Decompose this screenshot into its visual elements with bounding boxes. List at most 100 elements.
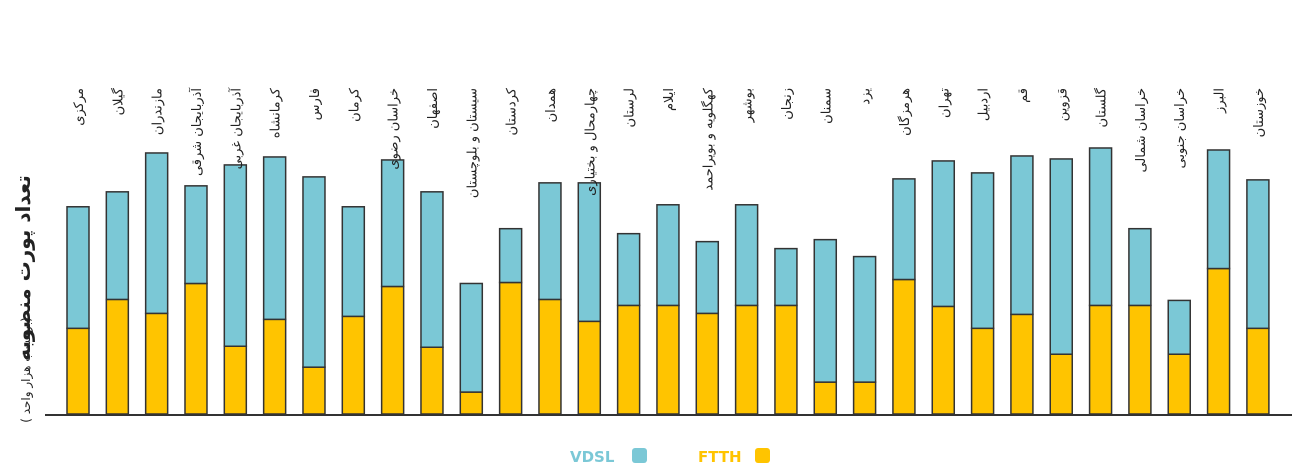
bar-ftth <box>380 285 405 415</box>
bar-vdsl <box>1088 147 1113 307</box>
bar-vdsl <box>144 152 169 315</box>
category-label: گیلان <box>110 87 126 115</box>
category-label: مرکزی <box>72 88 87 126</box>
bar-vdsl <box>616 232 641 307</box>
legend-label: FTTH <box>698 448 742 464</box>
bar-vdsl <box>341 206 366 318</box>
bar-vdsl <box>1206 149 1231 270</box>
y-axis-unit-label: ( برحسب هزار واحد) <box>19 317 34 423</box>
bar-vdsl <box>1128 227 1152 307</box>
bar-ftth <box>223 345 248 415</box>
bar-vdsl <box>970 172 995 330</box>
bar-ftth <box>852 381 877 415</box>
bar-ftth <box>144 312 169 415</box>
bar-ftth <box>66 327 90 415</box>
bars-layer <box>66 147 1270 415</box>
category-label: لرستان <box>623 88 638 127</box>
category-label: کرمان <box>347 87 362 122</box>
category-label: البرز <box>1213 88 1228 114</box>
bar-ftth <box>1010 313 1034 415</box>
bar-ftth <box>1088 304 1113 415</box>
bar-vdsl <box>813 238 838 383</box>
bar-ftth <box>774 304 798 415</box>
bar-vdsl <box>656 204 680 307</box>
bar-vdsl <box>302 176 326 368</box>
bar-vdsl <box>459 282 484 393</box>
category-label: همدان <box>544 88 559 122</box>
bar-ftth <box>105 298 130 415</box>
bar-ftth <box>931 305 956 415</box>
bar-ftth <box>813 381 838 415</box>
category-label: بوشهر <box>741 88 756 123</box>
bar-ftth <box>616 304 641 415</box>
bar-vdsl <box>66 206 90 330</box>
bar-ftth <box>184 282 208 415</box>
bar-ftth <box>577 320 602 415</box>
bar-ftth <box>892 278 916 415</box>
legend-swatch <box>632 448 647 463</box>
category-label: یزد <box>859 88 874 105</box>
bar-vdsl <box>695 240 720 315</box>
bar-ftth <box>459 391 484 415</box>
bar-ftth <box>1167 353 1191 415</box>
category-label: کردستان <box>505 87 520 135</box>
category-label: تهران <box>937 88 952 118</box>
bar-vdsl <box>105 191 130 301</box>
y-axis-label: تعداد پورت منصوبه <box>11 175 36 361</box>
bar-vdsl <box>223 164 248 348</box>
bar-ftth <box>695 312 720 415</box>
category-label: گلستان <box>1094 87 1110 127</box>
category-label: خراسان رضوی <box>387 88 402 170</box>
category-label: آذربایجان غربی <box>227 87 244 170</box>
category-label: مازندران <box>151 88 166 135</box>
bar-ftth <box>538 298 562 415</box>
bar-vdsl <box>734 204 759 307</box>
category-label: کرمانشاه <box>269 87 284 138</box>
category-label: اردبیل <box>977 88 992 121</box>
bar-ftth <box>302 366 326 415</box>
bar-vdsl <box>577 182 602 323</box>
category-label: خراسان شمالی <box>1134 88 1149 173</box>
category-label: کهگلویه و بویراحمد <box>700 87 716 190</box>
bar-vdsl <box>498 227 523 284</box>
category-label: قزوین <box>1055 88 1070 121</box>
category-label: خوزستان <box>1252 88 1267 137</box>
category-label: سمنان <box>819 88 834 124</box>
bar-ftth <box>970 327 995 415</box>
bar-vdsl <box>892 178 916 281</box>
legend-label: VDSL <box>570 448 615 464</box>
category-label: چهارمحال و بختیاری <box>583 88 598 196</box>
bar-ftth <box>1049 353 1073 415</box>
bar-vdsl <box>1049 158 1073 355</box>
bar-vdsl <box>262 156 287 321</box>
category-label: زنجان <box>780 88 795 120</box>
bar-ftth <box>498 281 523 415</box>
bar-vdsl <box>184 185 208 285</box>
bar-vdsl <box>380 159 405 288</box>
category-label: قم <box>1016 88 1031 103</box>
category-label: اصفهان <box>426 88 441 129</box>
bar-ftth <box>420 346 444 415</box>
legend-swatch <box>755 448 770 463</box>
category-label: فارس <box>308 88 323 120</box>
category-label: سیستان و بلوچستان <box>465 88 480 198</box>
bar-vdsl <box>538 182 562 301</box>
bar-ftth <box>1246 327 1270 415</box>
category-labels-layer: مرکزی گیلان مازندران آذربایجان شرقی آذربایجا… <box>72 87 1267 198</box>
bar-ftth <box>656 304 680 415</box>
bar-ftth <box>734 304 759 415</box>
bar-vdsl <box>1010 155 1034 316</box>
bar-ftth <box>262 318 287 415</box>
bar-ftth <box>1206 267 1231 415</box>
bar-vdsl <box>774 247 798 307</box>
category-label: آذربایجان شرقی <box>188 87 205 176</box>
bar-ftth <box>341 315 366 415</box>
bar-vdsl <box>1246 179 1270 330</box>
legend: VDSL FTTH <box>570 448 770 464</box>
bar-vdsl <box>420 191 444 348</box>
category-label: خراسان جنوبی <box>1173 88 1188 168</box>
y-axis-label-group: تعداد پورت منصوبه ( برحسب هزار واحد) <box>11 175 36 423</box>
category-label: هرمزگان <box>897 88 913 136</box>
category-label: ایلام <box>662 88 677 111</box>
